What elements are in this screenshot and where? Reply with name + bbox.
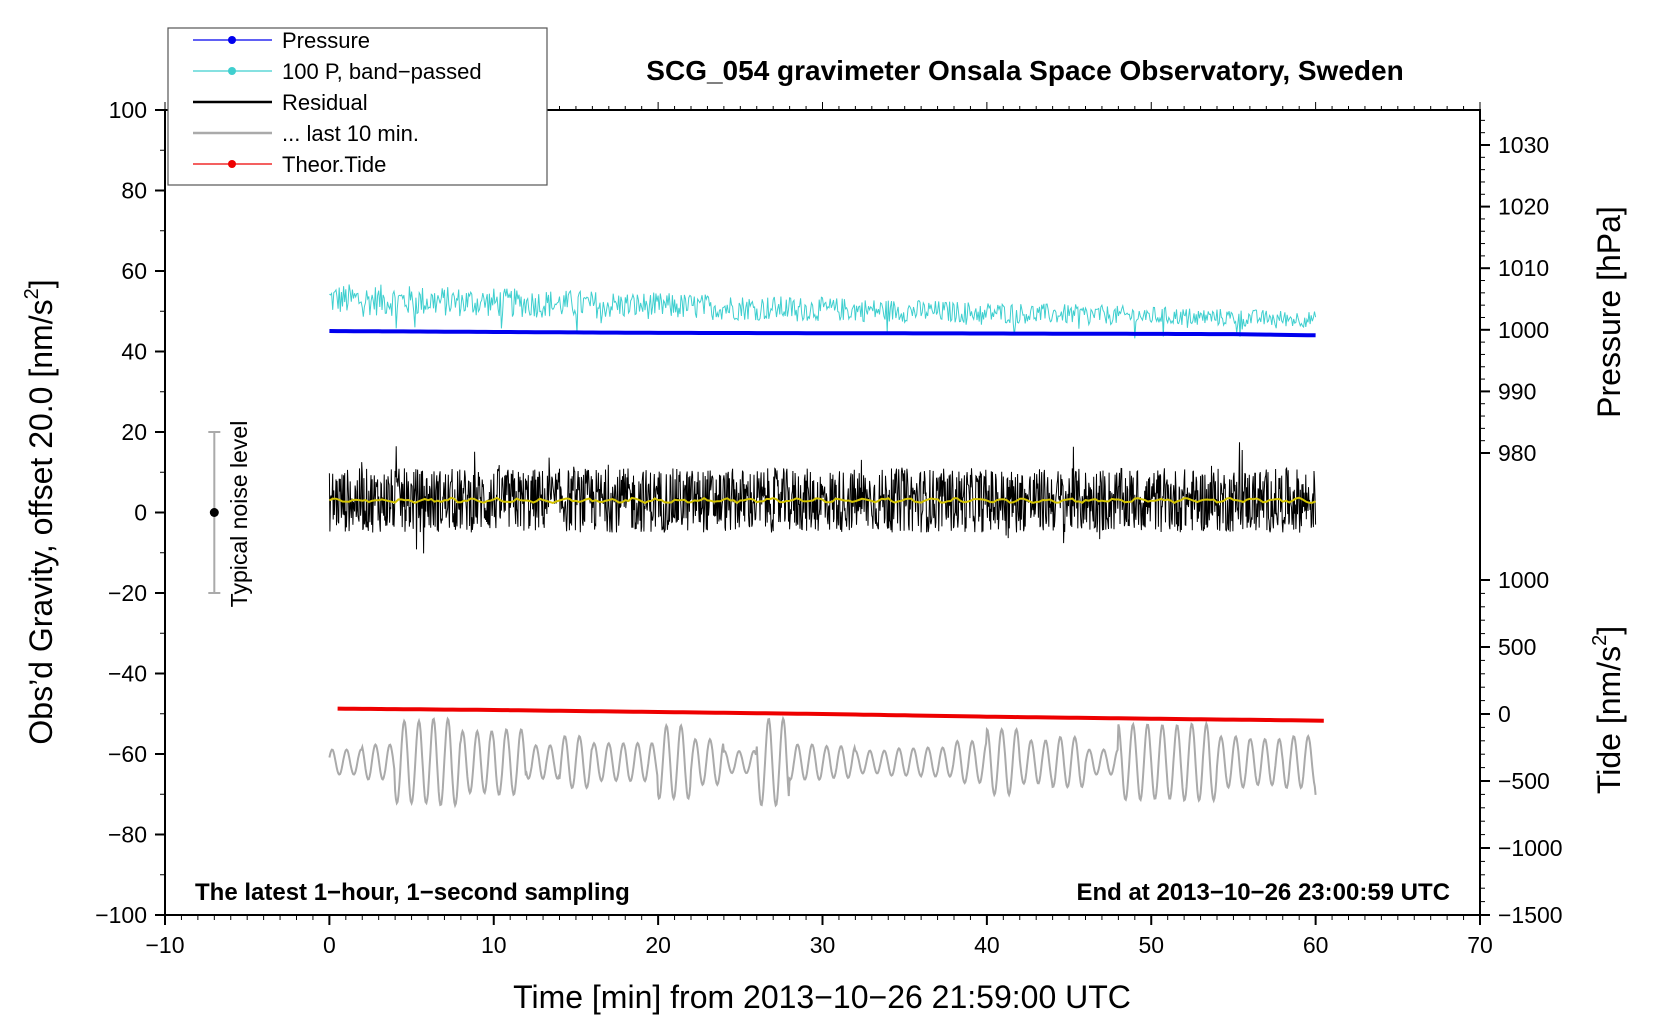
tide-tick-label: 1000 [1498, 567, 1549, 593]
pressure-tick-label: 1020 [1498, 194, 1549, 220]
pressure-tick-label: 1000 [1498, 317, 1549, 343]
sampling-note: The latest 1−hour, 1−second sampling [195, 879, 630, 906]
x-axis-label: Time [min] from 2013−10−26 21:59:00 UTC [513, 979, 1131, 1015]
tide-tick-label: −1000 [1498, 835, 1563, 861]
legend: Pressure 100 P, band−passed Residual ... la… [167, 27, 548, 186]
series-layer [328, 284, 1324, 809]
x-tick-label: 0 [323, 932, 336, 958]
y-tick-label: 100 [109, 97, 147, 123]
x-tick-label: 30 [810, 932, 836, 958]
y-tick-label: 0 [134, 500, 147, 526]
legend-marker [228, 36, 236, 44]
y-tick-label: 60 [121, 258, 147, 284]
legend-marker [228, 160, 236, 168]
x-tick-label: 40 [974, 932, 1000, 958]
y-tick-label: 40 [121, 339, 147, 365]
legend-label: 100 P, band−passed [282, 59, 482, 84]
y-tick-label: −100 [95, 902, 147, 928]
end-time-note: End at 2013−10−26 23:00:59 UTC [1076, 879, 1450, 906]
noise-level-label: Typical noise level [226, 421, 252, 608]
noise-level-indicator [208, 431, 221, 594]
tide-tick-label: 500 [1498, 634, 1536, 660]
x-tick-label: 70 [1467, 932, 1493, 958]
legend-label: Residual [282, 90, 368, 115]
y-label-left-sup: 2 [21, 288, 43, 299]
x-axis-ticks: −10 0 10 20 30 40 50 60 70 [145, 915, 1493, 958]
series-theoretical-tide [337, 706, 1324, 723]
x-tick-label: 60 [1303, 932, 1329, 958]
y-tick-label: 20 [121, 419, 147, 445]
legend-label: ... last 10 min. [282, 121, 419, 146]
series-pressure [329, 329, 1316, 338]
series-last-10-min [328, 715, 1317, 809]
y-label-left-main: Obs’d Gravity, offset 20.0 [nm/s [23, 299, 59, 744]
pressure-tick-label: 1010 [1498, 255, 1549, 281]
x-tick-label: 10 [481, 932, 507, 958]
tide-label-close: ] [1591, 626, 1627, 635]
tide-label-sup: 2 [1589, 635, 1611, 646]
pressure-tick-label: 980 [1498, 440, 1536, 466]
pressure-axis-ticks: 1030 1020 1010 1000 990 980 [1480, 119, 1549, 466]
pressure-tick-label: 990 [1498, 378, 1536, 404]
y-tick-label: −40 [108, 661, 147, 687]
tide-tick-label: −1500 [1498, 902, 1563, 928]
chart-title: SCG_054 gravimeter Onsala Space Observat… [646, 55, 1403, 86]
legend-label: Pressure [282, 28, 370, 53]
series-residual [328, 442, 1317, 554]
y-tick-label: 80 [121, 178, 147, 204]
tide-axis-ticks: 1000 500 0 −500 −1000 −1500 [1480, 567, 1563, 928]
y-label-left-close: ] [23, 279, 59, 288]
tide-tick-label: −500 [1498, 768, 1550, 794]
noise-center-dot [209, 508, 219, 517]
y-axis-label-left: Obs’d Gravity, offset 20.0 [nm/s2] [21, 279, 59, 744]
legend-label: Theor.Tide [282, 152, 386, 177]
series-residual-smoothed [328, 496, 1316, 505]
legend-box [167, 27, 548, 186]
pressure-axis-label: Pressure [hPa] [1591, 206, 1627, 418]
y-tick-label: −80 [108, 822, 147, 848]
x-tick-label: 20 [645, 932, 671, 958]
y-axis-ticks: 100 80 60 40 20 0 −20 −40 −60 −80 −100 [95, 97, 165, 928]
pressure-tick-label: 1030 [1498, 132, 1549, 158]
tide-axis-label: Tide [nm/s2] [1589, 626, 1627, 794]
tide-label-main: Tide [nm/s [1591, 646, 1627, 794]
tide-tick-label: 0 [1498, 701, 1511, 727]
x-tick-label: 50 [1138, 932, 1164, 958]
y-tick-label: −60 [108, 741, 147, 767]
y-tick-label: −20 [108, 580, 147, 606]
x-tick-label: −10 [145, 932, 184, 958]
series-bandpassed-pressure [329, 284, 1317, 339]
legend-marker [228, 67, 236, 75]
